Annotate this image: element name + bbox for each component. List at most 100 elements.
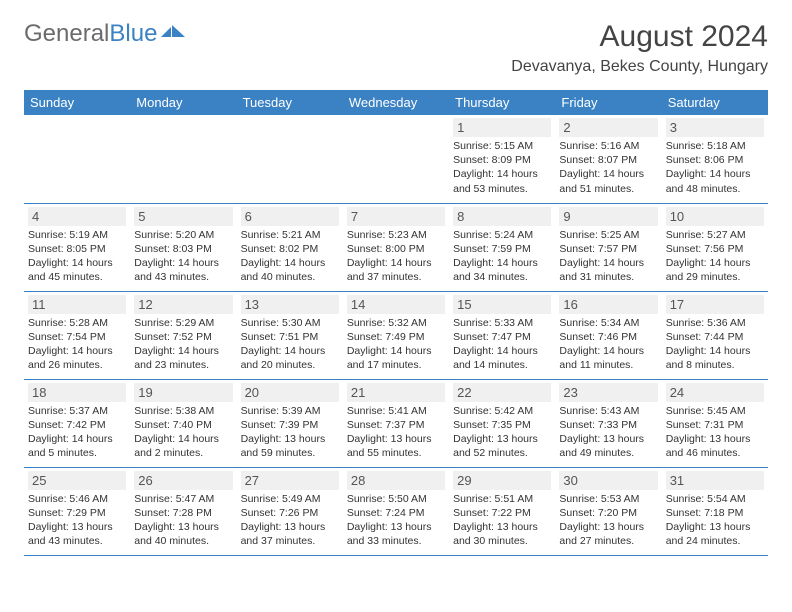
day-info: Sunrise: 5:36 AMSunset: 7:44 PMDaylight:… xyxy=(666,316,764,373)
day-number: 9 xyxy=(559,207,657,226)
weekday-header-cell: Saturday xyxy=(662,90,768,115)
day-cell: 15Sunrise: 5:33 AMSunset: 7:47 PMDayligh… xyxy=(449,291,555,379)
day-number: 25 xyxy=(28,471,126,490)
day-info: Sunrise: 5:24 AMSunset: 7:59 PMDaylight:… xyxy=(453,228,551,285)
day-info: Sunrise: 5:51 AMSunset: 7:22 PMDaylight:… xyxy=(453,492,551,549)
day-cell: 22 Sunrise: 5:42 AMSunset: 7:35 PMDayligh… xyxy=(449,379,555,467)
day-cell: 17 Sunrise: 5:36 AMSunset: 7:44 PMDayligh… xyxy=(662,291,768,379)
day-number: 23 xyxy=(559,383,657,402)
day-number: 13 xyxy=(241,295,339,314)
weekday-header-cell: Sunday xyxy=(24,90,130,115)
day-info: Sunrise: 5:47 AMSunset: 7:28 PMDaylight:… xyxy=(134,492,232,549)
day-info: Sunrise: 5:20 AMSunset: 8:03 PMDaylight:… xyxy=(134,228,232,285)
day-cell xyxy=(24,115,130,203)
day-number: 20 xyxy=(241,383,339,402)
day-info: Sunrise: 5:42 AMSunset: 7:35 PMDaylight:… xyxy=(453,404,551,461)
day-cell: 28Sunrise: 5:50 AMSunset: 7:24 PMDayligh… xyxy=(343,467,449,555)
day-number: 22 xyxy=(453,383,551,402)
day-info: Sunrise: 5:37 AMSunset: 7:42 PMDaylight:… xyxy=(28,404,126,461)
logo-word2: Blue xyxy=(109,20,157,48)
day-cell: 3 Sunrise: 5:18 AMSunset: 8:06 PMDaylight… xyxy=(662,115,768,203)
calendar-table: SundayMondayTuesdayWednesdayThursdayFrid… xyxy=(24,90,768,556)
day-cell: 13 Sunrise: 5:30 AMSunset: 7:51 PMDayligh… xyxy=(237,291,343,379)
day-cell: 9 Sunrise: 5:25 AMSunset: 7:57 PMDaylight… xyxy=(555,203,661,291)
day-number: 19 xyxy=(134,383,232,402)
day-number: 3 xyxy=(666,118,764,137)
day-cell: 7 Sunrise: 5:23 AMSunset: 8:00 PMDaylight… xyxy=(343,203,449,291)
day-number: 27 xyxy=(241,471,339,490)
day-cell: 1 Sunrise: 5:15 AMSunset: 8:09 PMDaylight… xyxy=(449,115,555,203)
day-number: 5 xyxy=(134,207,232,226)
week-row: 25 Sunrise: 5:46 AMSunset: 7:29 PMDayligh… xyxy=(24,467,768,555)
day-number: 10 xyxy=(666,207,764,226)
day-info: Sunrise: 5:41 AMSunset: 7:37 PMDaylight:… xyxy=(347,404,445,461)
day-number: 16 xyxy=(559,295,657,314)
day-info: Sunrise: 5:32 AMSunset: 7:49 PMDaylight:… xyxy=(347,316,445,373)
flag-icon xyxy=(161,20,185,48)
day-info: Sunrise: 5:28 AMSunset: 7:54 PMDaylight:… xyxy=(28,316,126,373)
day-cell: 30 Sunrise: 5:53 AMSunset: 7:20 PMDayligh… xyxy=(555,467,661,555)
day-info: Sunrise: 5:23 AMSunset: 8:00 PMDaylight:… xyxy=(347,228,445,285)
day-cell: 23 Sunrise: 5:43 AMSunset: 7:33 PMDayligh… xyxy=(555,379,661,467)
weekday-header-row: SundayMondayTuesdayWednesdayThursdayFrid… xyxy=(24,90,768,115)
day-cell: 11 Sunrise: 5:28 AMSunset: 7:54 PMDayligh… xyxy=(24,291,130,379)
day-number: 2 xyxy=(559,118,657,137)
day-info: Sunrise: 5:43 AMSunset: 7:33 PMDaylight:… xyxy=(559,404,657,461)
title-block: August 2024 Devavanya, Bekes County, Hun… xyxy=(511,20,768,76)
month-title: August 2024 xyxy=(511,20,768,54)
day-number: 11 xyxy=(28,295,126,314)
day-info: Sunrise: 5:45 AMSunset: 7:31 PMDaylight:… xyxy=(666,404,764,461)
day-info: Sunrise: 5:38 AMSunset: 7:40 PMDaylight:… xyxy=(134,404,232,461)
day-cell: 10Sunrise: 5:27 AMSunset: 7:56 PMDayligh… xyxy=(662,203,768,291)
day-cell: 16 Sunrise: 5:34 AMSunset: 7:46 PMDayligh… xyxy=(555,291,661,379)
day-cell: 29 Sunrise: 5:51 AMSunset: 7:22 PMDayligh… xyxy=(449,467,555,555)
day-info: Sunrise: 5:33 AMSunset: 7:47 PMDaylight:… xyxy=(453,316,551,373)
weekday-header-cell: Tuesday xyxy=(237,90,343,115)
day-cell: 6Sunrise: 5:21 AMSunset: 8:02 PMDaylight… xyxy=(237,203,343,291)
day-number: 17 xyxy=(666,295,764,314)
day-info: Sunrise: 5:18 AMSunset: 8:06 PMDaylight:… xyxy=(666,139,764,196)
day-number: 26 xyxy=(134,471,232,490)
day-number: 29 xyxy=(453,471,551,490)
location-subtitle: Devavanya, Bekes County, Hungary xyxy=(511,58,768,76)
day-info: Sunrise: 5:30 AMSunset: 7:51 PMDaylight:… xyxy=(241,316,339,373)
day-number: 24 xyxy=(666,383,764,402)
day-cell xyxy=(343,115,449,203)
day-cell: 25 Sunrise: 5:46 AMSunset: 7:29 PMDayligh… xyxy=(24,467,130,555)
day-cell: 2 Sunrise: 5:16 AMSunset: 8:07 PMDaylight… xyxy=(555,115,661,203)
day-info: Sunrise: 5:34 AMSunset: 7:46 PMDaylight:… xyxy=(559,316,657,373)
day-cell: 14Sunrise: 5:32 AMSunset: 7:49 PMDayligh… xyxy=(343,291,449,379)
day-cell xyxy=(130,115,236,203)
day-info: Sunrise: 5:16 AMSunset: 8:07 PMDaylight:… xyxy=(559,139,657,196)
day-info: Sunrise: 5:49 AMSunset: 7:26 PMDaylight:… xyxy=(241,492,339,549)
week-row: 1 Sunrise: 5:15 AMSunset: 8:09 PMDaylight… xyxy=(24,115,768,203)
day-number: 6 xyxy=(241,207,339,226)
day-number: 31 xyxy=(666,471,764,490)
day-cell: 5 Sunrise: 5:20 AMSunset: 8:03 PMDaylight… xyxy=(130,203,236,291)
page-header: GeneralBlue August 2024 Devavanya, Bekes… xyxy=(24,20,768,76)
day-info: Sunrise: 5:46 AMSunset: 7:29 PMDaylight:… xyxy=(28,492,126,549)
day-cell: 31 Sunrise: 5:54 AMSunset: 7:18 PMDayligh… xyxy=(662,467,768,555)
day-cell: 18 Sunrise: 5:37 AMSunset: 7:42 PMDayligh… xyxy=(24,379,130,467)
day-number: 30 xyxy=(559,471,657,490)
day-number: 8 xyxy=(453,207,551,226)
day-cell: 20Sunrise: 5:39 AMSunset: 7:39 PMDayligh… xyxy=(237,379,343,467)
weekday-header-cell: Wednesday xyxy=(343,90,449,115)
day-info: Sunrise: 5:53 AMSunset: 7:20 PMDaylight:… xyxy=(559,492,657,549)
day-cell: 21Sunrise: 5:41 AMSunset: 7:37 PMDayligh… xyxy=(343,379,449,467)
day-cell: 27 Sunrise: 5:49 AMSunset: 7:26 PMDayligh… xyxy=(237,467,343,555)
week-row: 18 Sunrise: 5:37 AMSunset: 7:42 PMDayligh… xyxy=(24,379,768,467)
day-info: Sunrise: 5:54 AMSunset: 7:18 PMDaylight:… xyxy=(666,492,764,549)
day-info: Sunrise: 5:15 AMSunset: 8:09 PMDaylight:… xyxy=(453,139,551,196)
day-cell: 4Sunrise: 5:19 AMSunset: 8:05 PMDaylight… xyxy=(24,203,130,291)
day-cell: 24 Sunrise: 5:45 AMSunset: 7:31 PMDayligh… xyxy=(662,379,768,467)
day-number: 1 xyxy=(453,118,551,137)
week-row: 11 Sunrise: 5:28 AMSunset: 7:54 PMDayligh… xyxy=(24,291,768,379)
day-number: 7 xyxy=(347,207,445,226)
day-info: Sunrise: 5:19 AMSunset: 8:05 PMDaylight:… xyxy=(28,228,126,285)
day-info: Sunrise: 5:29 AMSunset: 7:52 PMDaylight:… xyxy=(134,316,232,373)
day-info: Sunrise: 5:50 AMSunset: 7:24 PMDaylight:… xyxy=(347,492,445,549)
day-info: Sunrise: 5:25 AMSunset: 7:57 PMDaylight:… xyxy=(559,228,657,285)
day-cell: 19 Sunrise: 5:38 AMSunset: 7:40 PMDayligh… xyxy=(130,379,236,467)
day-number: 18 xyxy=(28,383,126,402)
